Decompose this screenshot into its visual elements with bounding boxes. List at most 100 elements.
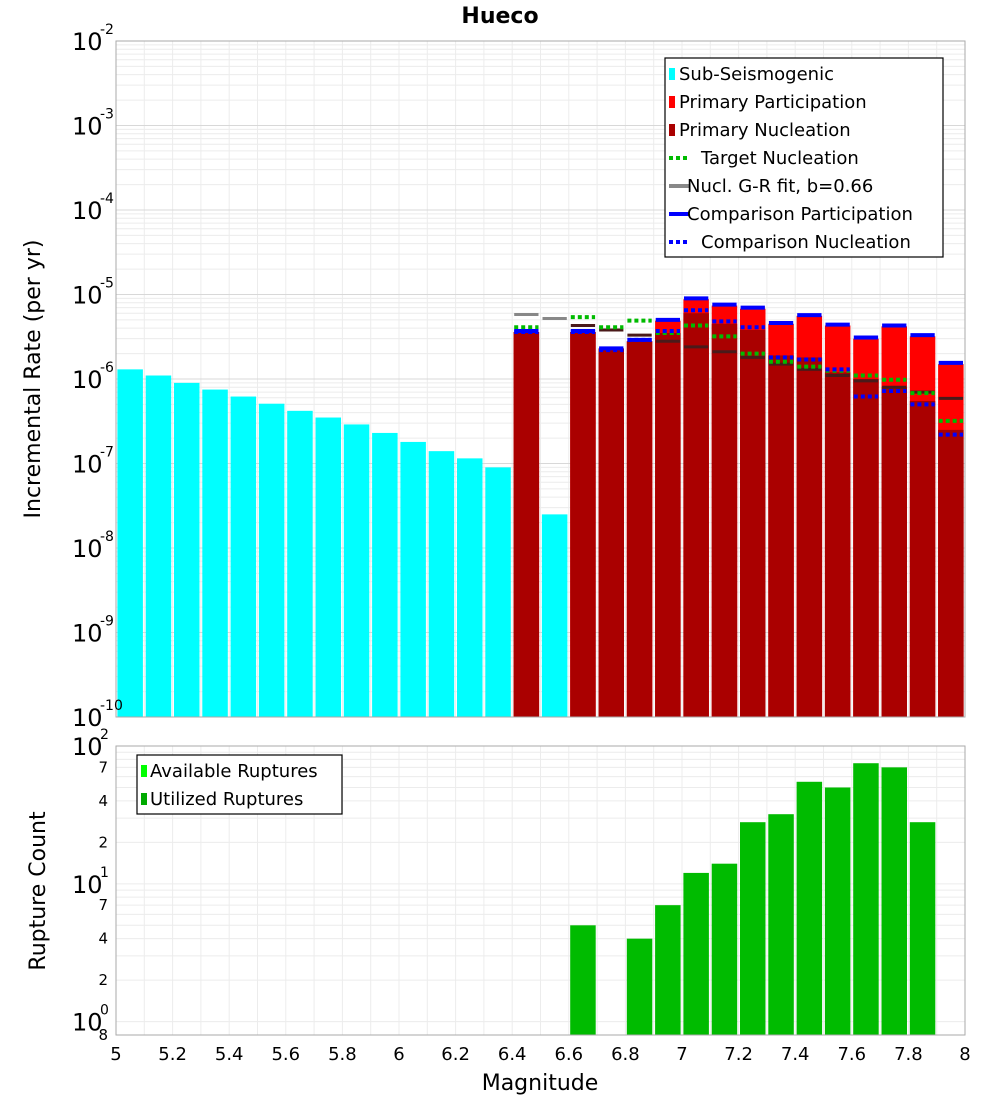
x-tick-label: 5.8 — [328, 1044, 357, 1065]
primary-nucleation-bar — [740, 330, 766, 717]
top-y-tick-label: 10-4 — [72, 191, 114, 225]
bottom-y-tick-base: 10 — [72, 733, 103, 761]
bottom-legend-entry: Utilized Ruptures — [141, 789, 303, 810]
top-y-tick-base: 10 — [72, 366, 103, 394]
x-tick-label: 8 — [959, 1044, 970, 1065]
utilized-ruptures-bar — [711, 863, 738, 1035]
top-y-tick-base: 10 — [72, 620, 103, 648]
sub-seismogenic-bar — [315, 417, 341, 717]
top-y-tick-exponent: -4 — [100, 191, 114, 207]
bottom-y-minor-label: 7 — [98, 758, 108, 776]
top-bars — [117, 299, 964, 717]
top-y-tick-base: 10 — [72, 113, 103, 141]
utilized-ruptures-bar — [740, 822, 766, 1035]
utilized-ruptures-bar — [796, 781, 823, 1035]
primary-nucleation-bar — [824, 372, 851, 717]
sub-seismogenic-bar — [174, 382, 200, 717]
top-y-tick-base: 10 — [72, 535, 103, 563]
utilized-ruptures-bar — [570, 925, 596, 1035]
x-axis-label: Magnitude — [482, 1071, 599, 1096]
top-lines — [514, 296, 963, 437]
utilized-ruptures-bar — [626, 938, 653, 1035]
sub-seismogenic-bar — [230, 396, 257, 717]
primary-nucleation-bar — [853, 379, 879, 717]
bottom-y-tick-exponent: 0 — [100, 1003, 109, 1019]
top-y-tick-base: 10 — [72, 197, 103, 225]
x-tick-label: 6.8 — [611, 1044, 640, 1065]
top-y-tick-exponent: -6 — [100, 360, 114, 376]
sub-seismogenic-bar — [400, 441, 426, 717]
legend-label: Utilized Ruptures — [150, 789, 303, 810]
sub-seismogenic-bar — [343, 424, 370, 717]
utilized-ruptures-bar — [824, 787, 851, 1035]
top-y-tick-base: 10 — [72, 451, 103, 479]
sub-seismogenic-bar — [457, 458, 483, 717]
bottom-y-minor-label: 7 — [98, 896, 108, 914]
top-y-tick-exponent: -9 — [100, 614, 114, 630]
primary-nucleation-bar — [768, 355, 794, 717]
top-legend-entry: Primary Nucleation — [669, 120, 851, 141]
top-y-tick-label: 10-5 — [72, 276, 114, 310]
bottom-y-minor-label: 4 — [98, 792, 108, 810]
utilized-ruptures-bar — [909, 822, 936, 1035]
top-legend-entry: Target Nucleation — [669, 148, 859, 169]
top-legend-entry: Comparison Nucleation — [669, 232, 911, 253]
bottom-y-minor-label: 8 — [98, 1026, 108, 1044]
utilized-ruptures-bar — [768, 814, 794, 1035]
x-tick-label: 5.6 — [271, 1044, 300, 1065]
top-grid — [115, 41, 966, 718]
x-tick-label: 6.4 — [498, 1044, 527, 1065]
legend-swatch — [141, 765, 147, 777]
sub-seismogenic-bar — [258, 403, 285, 717]
top-y-tick-exponent: -2 — [100, 22, 114, 38]
bottom-y-tick-label: 102 — [72, 727, 109, 761]
x-tick-label: 5 — [110, 1044, 121, 1065]
primary-nucleation-bar — [938, 429, 964, 717]
top-legend-entry: Comparison Participation — [669, 204, 913, 225]
primary-nucleation-bar — [711, 323, 738, 717]
utilized-ruptures-bar — [881, 767, 907, 1035]
x-tick-label: 7.4 — [781, 1044, 810, 1065]
top-y-tick-label: 10-7 — [72, 445, 114, 479]
primary-nucleation-bar — [683, 313, 709, 717]
top-y-tick-label: 10-8 — [72, 529, 114, 563]
sub-seismogenic-bar — [117, 369, 143, 717]
utilized-ruptures-bar — [655, 905, 681, 1035]
top-y-tick-label: 10-3 — [72, 107, 114, 141]
legend-label: Comparison Nucleation — [701, 232, 911, 253]
top-legend-entry: Nucl. G-R fit, b=0.66 — [669, 176, 873, 197]
primary-nucleation-bar — [513, 331, 540, 717]
bottom-legend-entry: Available Ruptures — [141, 761, 318, 782]
legend-label: Sub-Seismogenic — [679, 64, 834, 85]
sub-seismogenic-bar — [202, 389, 228, 717]
bottom-y-tick-base: 10 — [72, 1009, 103, 1037]
top-y-tick-label: 10-10 — [72, 698, 123, 732]
primary-nucleation-bar — [655, 333, 681, 717]
top-legend-box — [664, 57, 944, 258]
primary-nucleation-bar — [598, 348, 624, 717]
bottom-y-minor-label: 2 — [98, 971, 108, 989]
sub-seismogenic-bar — [372, 432, 398, 717]
bottom-y-tick-label: 100 — [72, 1003, 109, 1037]
sub-seismogenic-bar — [145, 375, 172, 717]
bottom-y-minor-label: 2 — [98, 833, 108, 851]
primary-nucleation-bar — [796, 357, 823, 717]
sub-seismogenic-bar — [485, 467, 511, 717]
chart-title: Hueco — [461, 4, 538, 29]
sub-seismogenic-bar — [287, 410, 313, 717]
bottom-legend-box — [136, 754, 343, 815]
bottom-y-tick-exponent: 2 — [100, 727, 109, 743]
bottom-bars — [570, 763, 936, 1035]
bottom-y-tick-label: 101 — [72, 865, 109, 899]
x-tick-label: 5.2 — [158, 1044, 187, 1065]
top-y-axis-label: Incremental Rate (per yr) — [21, 240, 46, 519]
sub-seismogenic-bar — [541, 514, 568, 717]
legend-swatch — [669, 124, 675, 136]
legend-label: Target Nucleation — [700, 148, 859, 169]
x-tick-label: 6.6 — [554, 1044, 583, 1065]
top-plot-frame — [115, 40, 966, 718]
